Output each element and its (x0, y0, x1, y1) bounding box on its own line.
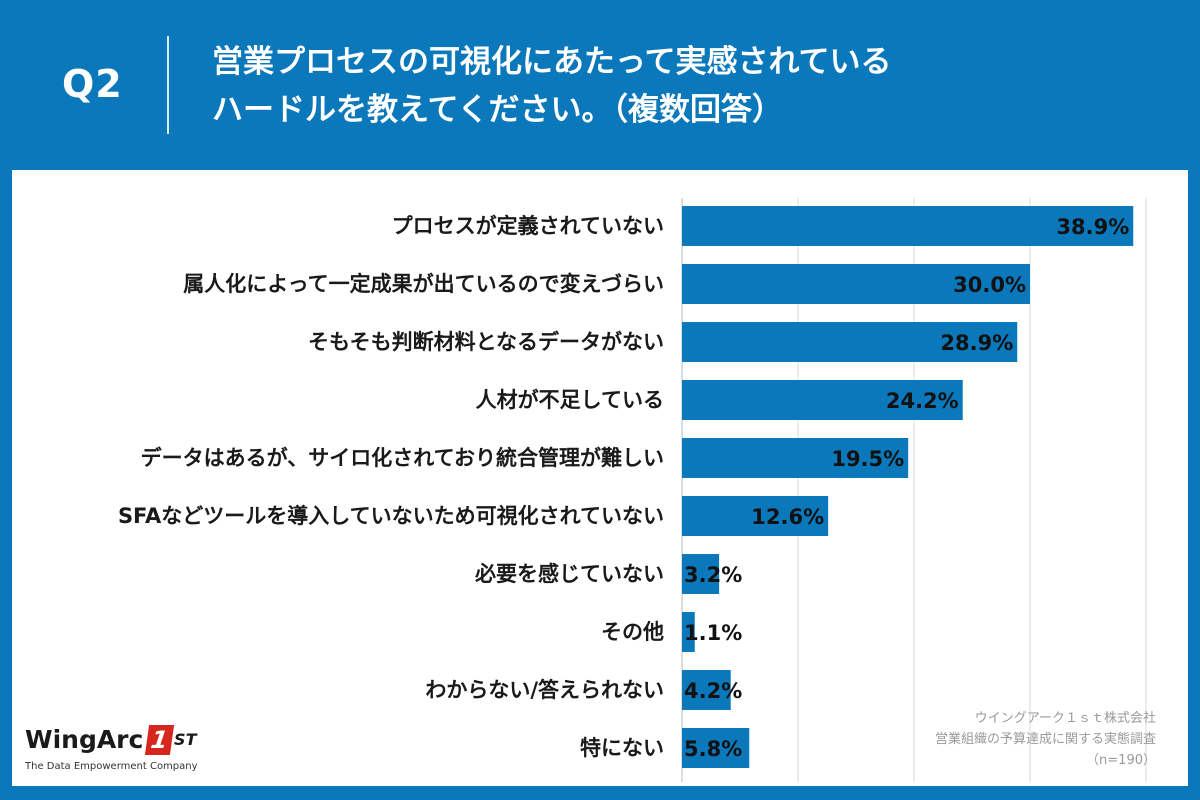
bar (682, 496, 829, 536)
wingarc-logo: WingArc 1 ST The Data Empowerment Compan… (25, 725, 198, 772)
category-label: 必要を感じていない (475, 562, 664, 586)
value-label: 24.2% (886, 389, 959, 413)
bar (682, 554, 720, 594)
category-label: その他 (601, 620, 664, 644)
source-note: ウイングアーク１ｓｔ株式会社 営業組織の予算達成に関する実態調査 （n=190） (935, 708, 1156, 771)
question-number: Q2 (62, 62, 123, 106)
category-label: 属人化によって一定成果が出ているので変えづらい (183, 272, 664, 296)
category-label: 特にない (580, 736, 664, 760)
category-label: そもそも判断材料となるデータがない (308, 330, 664, 354)
header: Q2 営業プロセスの可視化にあたって実感されている ハードルを教えてください。（… (0, 0, 1200, 170)
bar (682, 728, 750, 768)
source-survey: 営業組織の予算達成に関する実態調査 (934, 732, 1156, 747)
category-label: わからない/答えられない (425, 678, 664, 702)
question-title-line-1: 営業プロセスの可視化にあたって実感されている (212, 44, 892, 80)
bar (682, 612, 695, 652)
source-company: ウイングアーク１ｓｔ株式会社 (974, 711, 1156, 726)
logo-name: WingArc (25, 725, 144, 754)
value-label: 30.0% (953, 273, 1026, 297)
value-label: 19.5% (831, 447, 904, 471)
bar (682, 438, 909, 478)
header-divider (167, 36, 169, 134)
category-label: データはあるが、サイロ化されており統合管理が難しい (141, 446, 664, 470)
value-label: 12.6% (751, 505, 824, 529)
bar (682, 206, 1134, 246)
logo-suffix: ST (174, 730, 197, 749)
value-label: 4.2% (684, 679, 742, 703)
logo-wordmark: WingArc 1 ST (25, 725, 198, 755)
category-label: SFAなどツールを導入していないため可視化されていない (118, 504, 664, 528)
logo-tagline: The Data Empowerment Company (25, 761, 198, 772)
value-label: 38.9% (1056, 215, 1129, 239)
bar (682, 264, 1030, 304)
logo-mark: 1 (145, 725, 175, 755)
category-label: プロセスが定義されていない (392, 214, 664, 238)
value-label: 3.2% (684, 563, 742, 587)
question-title-line-2: ハードルを教えてください。（複数回答） (212, 92, 784, 128)
bar (682, 322, 1018, 362)
value-label: 28.9% (940, 331, 1013, 355)
category-label: 人材が不足している (476, 388, 664, 412)
value-label: 5.8% (684, 737, 742, 761)
bar (682, 670, 731, 710)
value-label: 1.1% (684, 621, 742, 645)
question-title: 営業プロセスの可視化にあたって実感されている ハードルを教えてください。（複数回… (212, 38, 1172, 134)
bar (682, 380, 963, 420)
source-sample: （n=190） (1086, 753, 1156, 768)
